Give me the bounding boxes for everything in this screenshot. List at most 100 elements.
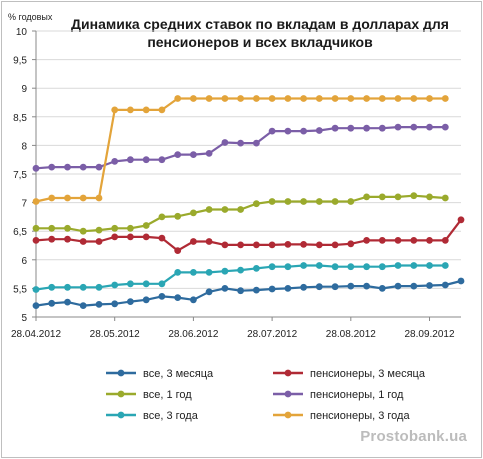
series-2-point	[79, 238, 87, 245]
chart-title-line-1: Динамика средних ставок по вкладам в дол…	[71, 16, 449, 32]
series-6-point	[174, 95, 182, 102]
series-1-point	[441, 281, 449, 289]
series-1-point	[378, 285, 386, 292]
series-5-point	[378, 263, 386, 271]
series-3-point	[142, 222, 150, 229]
series-1-point	[174, 294, 182, 301]
series-2-point	[205, 238, 213, 245]
series-2-point	[331, 241, 339, 249]
series-3-point	[315, 198, 323, 205]
series-3-point	[174, 212, 182, 220]
series-3-point	[79, 227, 87, 235]
series-1-point	[205, 288, 213, 296]
series-6-point	[126, 106, 134, 114]
x-tick-label: 28.09.2012	[404, 329, 454, 340]
series-2-point	[457, 216, 465, 224]
series-4-point	[347, 124, 355, 132]
series-6-point	[378, 95, 386, 102]
series-4-point	[378, 124, 386, 132]
series-3-point	[48, 224, 56, 232]
series-3-point	[441, 194, 449, 202]
y-tick-label: 9	[21, 84, 27, 95]
series-2-point	[221, 241, 229, 249]
y-tick-label: 6	[21, 256, 27, 267]
x-tick-label: 28.06.2012	[168, 329, 218, 340]
series-2-point	[363, 237, 370, 244]
series-4-point	[126, 156, 134, 164]
y-tick-label: 6,5	[13, 227, 27, 238]
series-1-point	[142, 296, 150, 304]
legend-swatch-marker	[284, 411, 292, 419]
series-5-point	[174, 269, 182, 276]
series-5-point	[48, 283, 56, 291]
series-2-point	[111, 233, 119, 241]
series-3-point	[331, 198, 339, 205]
series-2-point	[347, 240, 355, 248]
y-tick-label: 5,5	[13, 284, 27, 295]
legend-swatch-marker	[284, 390, 292, 398]
series-3-point	[205, 206, 213, 213]
y-tick-label: 7,5	[13, 170, 27, 181]
y-tick-label: 9,5	[13, 56, 27, 67]
series-5-point	[284, 263, 292, 271]
series-4-point	[315, 127, 323, 134]
series-3-point	[158, 213, 166, 221]
series-6-point	[205, 95, 213, 102]
series-2-point	[426, 237, 433, 244]
series-5-point	[315, 262, 323, 269]
legend-label: все, 3 месяца	[143, 368, 214, 380]
series-4-point	[284, 127, 292, 135]
series-4-point	[158, 156, 166, 164]
series-6-point	[394, 95, 402, 102]
series-6-point	[284, 95, 292, 102]
series-4-point	[363, 124, 370, 132]
series-4-point	[410, 123, 418, 131]
series-5-point	[142, 280, 150, 288]
series-3-point	[253, 200, 260, 208]
series-1-point	[394, 282, 402, 290]
series-4-point	[64, 163, 71, 171]
series-3-point	[268, 198, 276, 205]
series-4-point	[331, 124, 339, 132]
series-4-point	[95, 163, 103, 171]
series-1-point	[190, 296, 197, 304]
series-3-point	[284, 198, 292, 205]
series-6-point	[190, 95, 197, 102]
series-6-point	[268, 95, 276, 102]
series-2-point	[48, 235, 56, 243]
series-6-point	[347, 95, 355, 102]
series-4-point	[48, 163, 56, 171]
legend-swatch-marker	[117, 390, 125, 398]
legend-swatch-marker	[284, 369, 292, 377]
series-6-point	[79, 194, 87, 202]
series-6-point	[253, 95, 260, 102]
series-2-point	[441, 237, 449, 244]
series-4-point	[32, 164, 40, 172]
series-6-point	[48, 194, 56, 202]
legend-label: пенсионеры, 3 месяца	[310, 368, 426, 380]
series-4-point	[205, 150, 213, 157]
series-2-point	[32, 237, 40, 244]
series-1-point	[363, 282, 370, 290]
series-3-point	[126, 224, 134, 232]
series-3-point	[363, 193, 370, 201]
series-5-point	[158, 280, 166, 288]
series-1-point	[111, 300, 119, 308]
series-2-point	[142, 233, 150, 241]
legend-swatch-marker	[117, 369, 125, 377]
y-tick-label: 8,5	[13, 113, 27, 124]
series-line-2	[35, 219, 462, 252]
series-1-point	[284, 285, 292, 292]
series-4-point	[426, 123, 433, 131]
legend-label: все, 3 года	[143, 410, 199, 422]
series-2-point	[378, 237, 386, 244]
legend-label: все, 1 год	[143, 389, 192, 401]
series-4-point	[237, 139, 245, 147]
series-6-point	[315, 95, 323, 102]
series-6-point	[95, 194, 103, 202]
series-4-point	[79, 163, 87, 171]
series-5-point	[79, 283, 87, 291]
series-5-point	[268, 263, 276, 271]
series-2-point	[174, 247, 182, 255]
